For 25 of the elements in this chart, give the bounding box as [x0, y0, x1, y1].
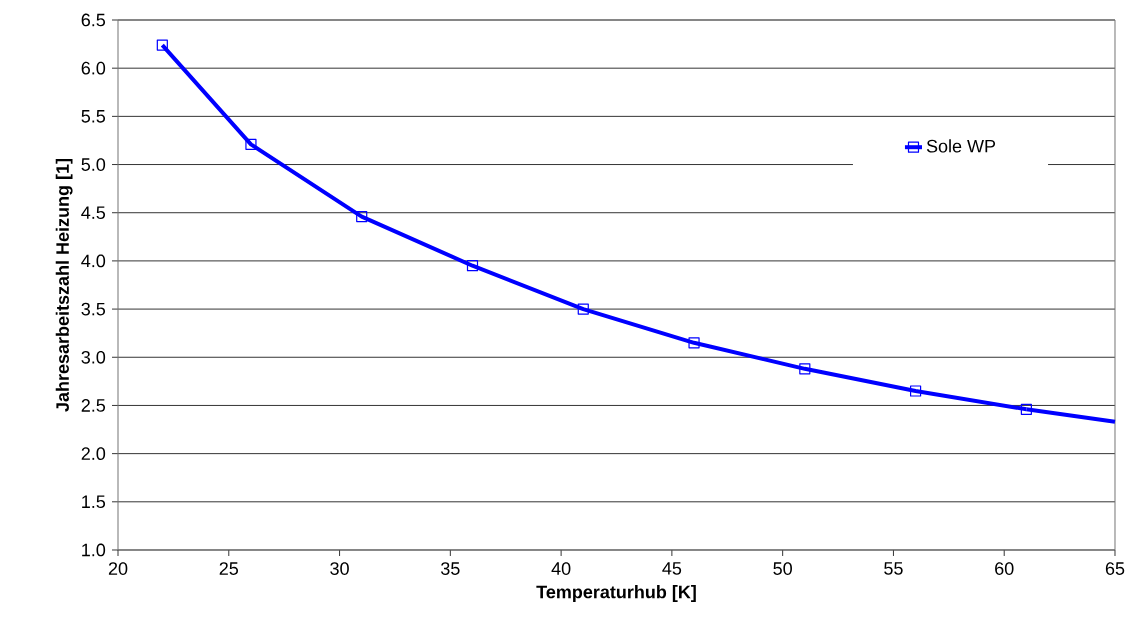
x-tick-label: 20	[108, 562, 128, 575]
x-axis-title: Temperaturhub [K]	[536, 585, 696, 602]
x-tick-label: 30	[330, 562, 349, 575]
x-tick-label: 35	[441, 562, 460, 575]
y-tick-label: 4.5	[81, 206, 106, 219]
legend-label: Sole WP	[926, 139, 996, 153]
x-tick-label: 50	[773, 562, 792, 575]
x-tick-label: 60	[995, 562, 1014, 575]
x-tick-label: 25	[219, 562, 239, 575]
y-axis-title: Jahresarbeitszahl Heizung [1]	[55, 158, 73, 412]
y-tick-label: 5.0	[81, 158, 106, 171]
y-tick-label: 5.5	[81, 110, 106, 123]
y-tick-label: 4.0	[81, 254, 106, 268]
y-tick-label: 6.0	[81, 61, 106, 75]
x-tick-label: 65	[1105, 562, 1125, 575]
x-tick-label: 55	[884, 562, 903, 575]
y-tick-label: 3.5	[81, 302, 106, 316]
y-tick-label: 6.5	[81, 13, 106, 27]
y-tick-label: 1.5	[82, 495, 106, 509]
x-tick-label: 45	[662, 562, 682, 575]
x-tick-label: 40	[551, 562, 571, 575]
y-tick-label: 1.0	[82, 543, 106, 557]
y-tick-label: 2.5	[81, 399, 106, 412]
y-tick-label: 3.0	[81, 350, 106, 364]
y-tick-label: 2.0	[81, 447, 106, 460]
